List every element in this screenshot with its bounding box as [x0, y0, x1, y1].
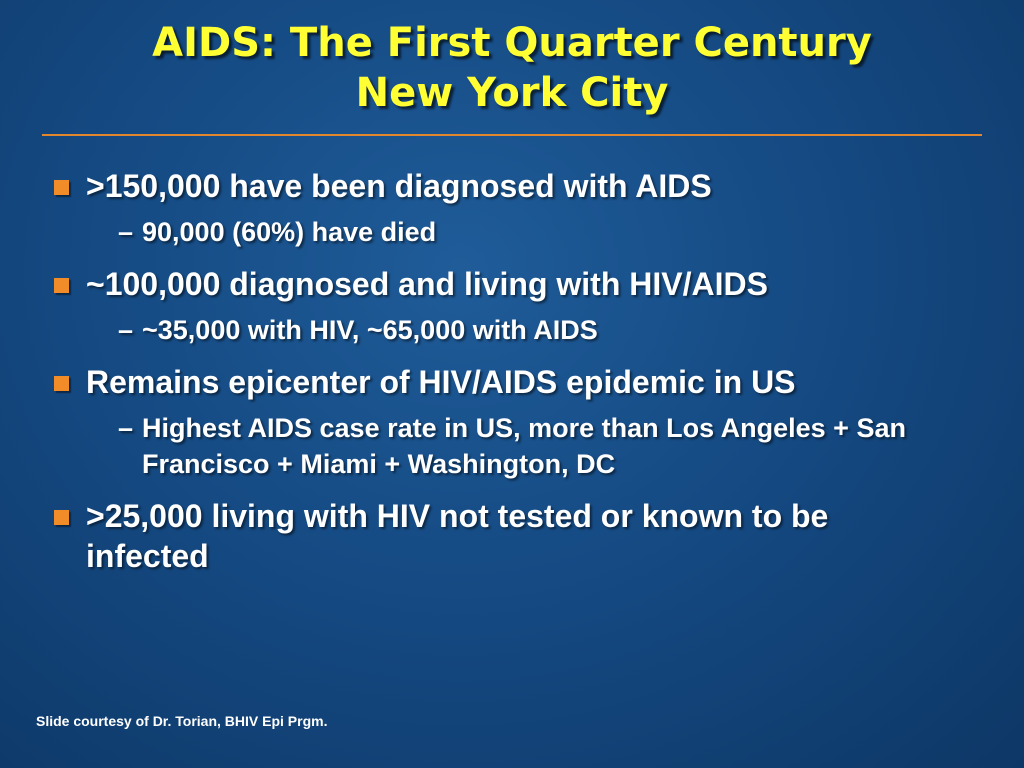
title-line-1: AIDS: The First Quarter Century [152, 20, 872, 66]
bullet-item: >150,000 have been diagnosed with AIDS [52, 166, 1002, 206]
sub-bullet-item: – ~35,000 with HIV, ~65,000 with AIDS [118, 312, 1002, 348]
dash-bullet-icon: – [118, 413, 134, 443]
bullet-text: ~100,000 diagnosed and living with HIV/A… [86, 266, 768, 302]
bullet-item: Remains epicenter of HIV/AIDS epidemic i… [52, 362, 1002, 402]
square-bullet-icon [54, 180, 69, 195]
bullet-item: ~100,000 diagnosed and living with HIV/A… [52, 264, 1002, 304]
title-line-2: New York City [355, 70, 669, 116]
bullet-list: >150,000 have been diagnosed with AIDS –… [52, 166, 1002, 584]
dash-bullet-icon: – [118, 315, 134, 345]
sub-bullet-text: ~35,000 with HIV, ~65,000 with AIDS [142, 315, 598, 345]
square-bullet-icon [54, 278, 69, 293]
square-bullet-icon [54, 510, 69, 525]
sub-bullet-text: Highest AIDS case rate in US, more than … [142, 413, 906, 479]
sub-bullet-item: – Highest AIDS case rate in US, more tha… [118, 410, 962, 482]
sub-bullet-item: – 90,000 (60%) have died [118, 214, 1002, 250]
bullet-text: >150,000 have been diagnosed with AIDS [86, 168, 712, 204]
slide-title: AIDS: The First Quarter Century New York… [0, 18, 1024, 118]
dash-bullet-icon: – [118, 217, 134, 247]
sub-bullet-text: 90,000 (60%) have died [142, 217, 437, 247]
square-bullet-icon [54, 376, 69, 391]
title-divider [42, 134, 982, 136]
bullet-text: >25,000 living with HIV not tested or kn… [86, 498, 829, 574]
bullet-text: Remains epicenter of HIV/AIDS epidemic i… [86, 364, 796, 400]
slide-footer: Slide courtesy of Dr. Torian, BHIV Epi P… [36, 713, 328, 729]
bullet-item: >25,000 living with HIV not tested or kn… [52, 496, 906, 576]
